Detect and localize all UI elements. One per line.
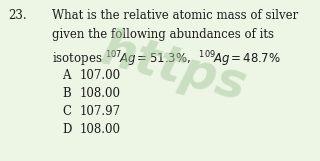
Text: isotopes $^{107}\!Ag = 51.3\%,\;\;^{109}\!Ag = 48.7\%$: isotopes $^{107}\!Ag = 51.3\%,\;\;^{109}…: [52, 49, 281, 69]
Text: 108.00: 108.00: [80, 87, 121, 100]
Text: 107.97: 107.97: [80, 105, 121, 118]
Text: https: https: [95, 26, 251, 110]
Text: B: B: [62, 87, 71, 100]
Text: 107.00: 107.00: [80, 69, 121, 82]
Text: 23.: 23.: [8, 9, 27, 22]
Text: 108.00: 108.00: [80, 123, 121, 136]
Text: What is the relative atomic mass of silver: What is the relative atomic mass of silv…: [52, 9, 298, 22]
Text: D: D: [62, 123, 71, 136]
Text: given the following abundances of its: given the following abundances of its: [52, 28, 274, 41]
Text: A: A: [62, 69, 70, 82]
Text: C: C: [62, 105, 71, 118]
